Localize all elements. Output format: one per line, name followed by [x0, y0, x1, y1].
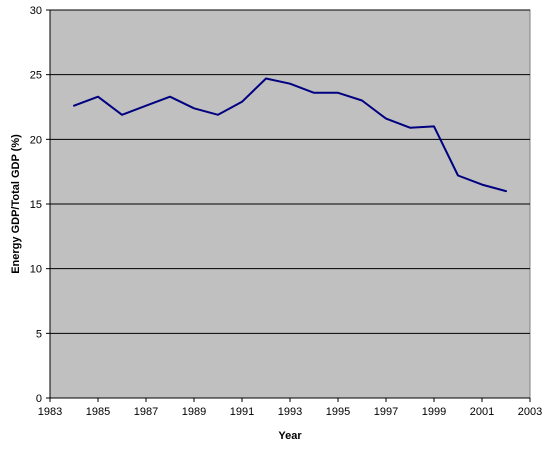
x-tick-label: 1991	[230, 406, 254, 418]
y-tick-label: 30	[30, 5, 42, 17]
y-tick-label: 20	[30, 134, 42, 146]
y-tick-label: 25	[30, 70, 42, 82]
x-tick-labels: 1983 1985 1987 1989 1991 1993 1995 1997 1999 2001…	[38, 406, 542, 418]
x-tick-label: 1993	[278, 406, 302, 418]
y-tick-label: 10	[30, 264, 42, 276]
y-tick-label: 0	[36, 393, 42, 405]
x-tick-label: 1999	[422, 406, 446, 418]
y-axis-title: Energy GDP/Total GDP (%)	[10, 134, 22, 274]
x-axis-title: Year	[278, 430, 302, 442]
y-tick-label: 15	[30, 199, 42, 211]
x-tick-label: 1997	[374, 406, 398, 418]
x-tick-label: 1995	[326, 406, 350, 418]
x-tick-label: 2001	[470, 406, 494, 418]
x-tick-label: 1987	[134, 406, 158, 418]
y-tick-labels: 0 5 10 15 20 25 30	[30, 5, 42, 405]
x-tick-label: 1985	[86, 406, 110, 418]
x-tick-label: 2003	[518, 406, 542, 418]
x-tick-label: 1989	[182, 406, 206, 418]
x-tick-label: 1983	[38, 406, 62, 418]
y-tick-label: 5	[36, 328, 42, 340]
